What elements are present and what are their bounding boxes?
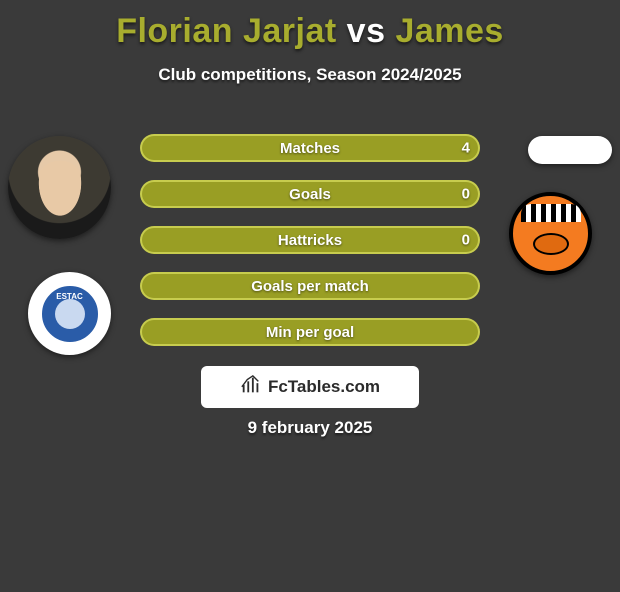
stat-pill-column: Matches 4 Goals 0 Hattricks 0 Goals per …: [140, 134, 480, 346]
comparison-title: Florian Jarjat vs James: [0, 12, 620, 51]
club2-badge: [509, 192, 592, 275]
stat-pill-goals: Goals 0: [140, 180, 480, 208]
stat-label: Goals per match: [251, 278, 369, 295]
stat-label: Goals: [289, 186, 331, 203]
club1-badge: ESTAC: [28, 272, 111, 355]
club1-badge-text: ESTAC: [42, 292, 98, 301]
watermark-text: FcTables.com: [268, 377, 380, 397]
player1-name: Florian Jarjat: [116, 12, 337, 50]
stat-label: Min per goal: [266, 324, 354, 341]
stat-value-player1: 0: [462, 232, 470, 249]
stat-pill-goals-per-match: Goals per match: [140, 272, 480, 300]
stat-pill-matches: Matches 4: [140, 134, 480, 162]
stat-value-player1: 4: [462, 140, 470, 157]
season-subtitle: Club competitions, Season 2024/2025: [0, 65, 620, 85]
vs-separator: vs: [347, 12, 386, 50]
club1-badge-inner: ESTAC: [39, 283, 101, 345]
player2-avatar: [528, 136, 612, 164]
club2-fish-icon: [533, 233, 569, 255]
stat-pill-min-per-goal: Min per goal: [140, 318, 480, 346]
date-generated: 9 february 2025: [0, 418, 620, 438]
stat-label: Matches: [280, 140, 340, 157]
stat-pill-hattricks: Hattricks 0: [140, 226, 480, 254]
club2-stripes: [521, 204, 581, 222]
watermark: FcTables.com: [201, 366, 419, 408]
player1-avatar: [8, 136, 111, 239]
bar-chart-icon: [240, 374, 262, 401]
stat-value-player1: 0: [462, 186, 470, 203]
stat-label: Hattricks: [278, 232, 342, 249]
player2-name: James: [395, 12, 503, 50]
